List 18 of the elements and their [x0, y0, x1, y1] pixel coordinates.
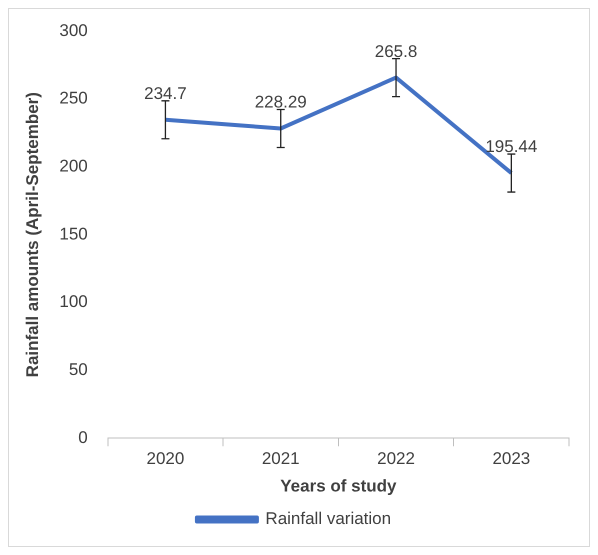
- y-tick-label: 200: [59, 156, 88, 176]
- x-tick-label: 2020: [146, 449, 184, 468]
- y-tick-label: 50: [68, 360, 88, 380]
- data-label: 228.29: [254, 92, 307, 112]
- y-tick-label: 100: [59, 292, 88, 312]
- x-tick-label: 2022: [377, 449, 415, 468]
- data-label: 265.8: [374, 42, 418, 61]
- y-axis-title: Rainfall amounts (April-September): [22, 92, 42, 378]
- y-tick-label: 0: [78, 428, 88, 447]
- data-label: 195.44: [485, 137, 538, 156]
- x-axis-title: Years of study: [280, 476, 398, 496]
- data-label: 234.7: [144, 84, 187, 103]
- y-tick-label: 250: [59, 88, 88, 108]
- x-tick-label: 2023: [492, 449, 530, 468]
- x-tick-label: 2021: [262, 449, 300, 468]
- legend-label: Rainfall variation: [265, 509, 392, 528]
- y-tick-label: 150: [59, 224, 88, 244]
- y-tick-label: 300: [59, 20, 88, 40]
